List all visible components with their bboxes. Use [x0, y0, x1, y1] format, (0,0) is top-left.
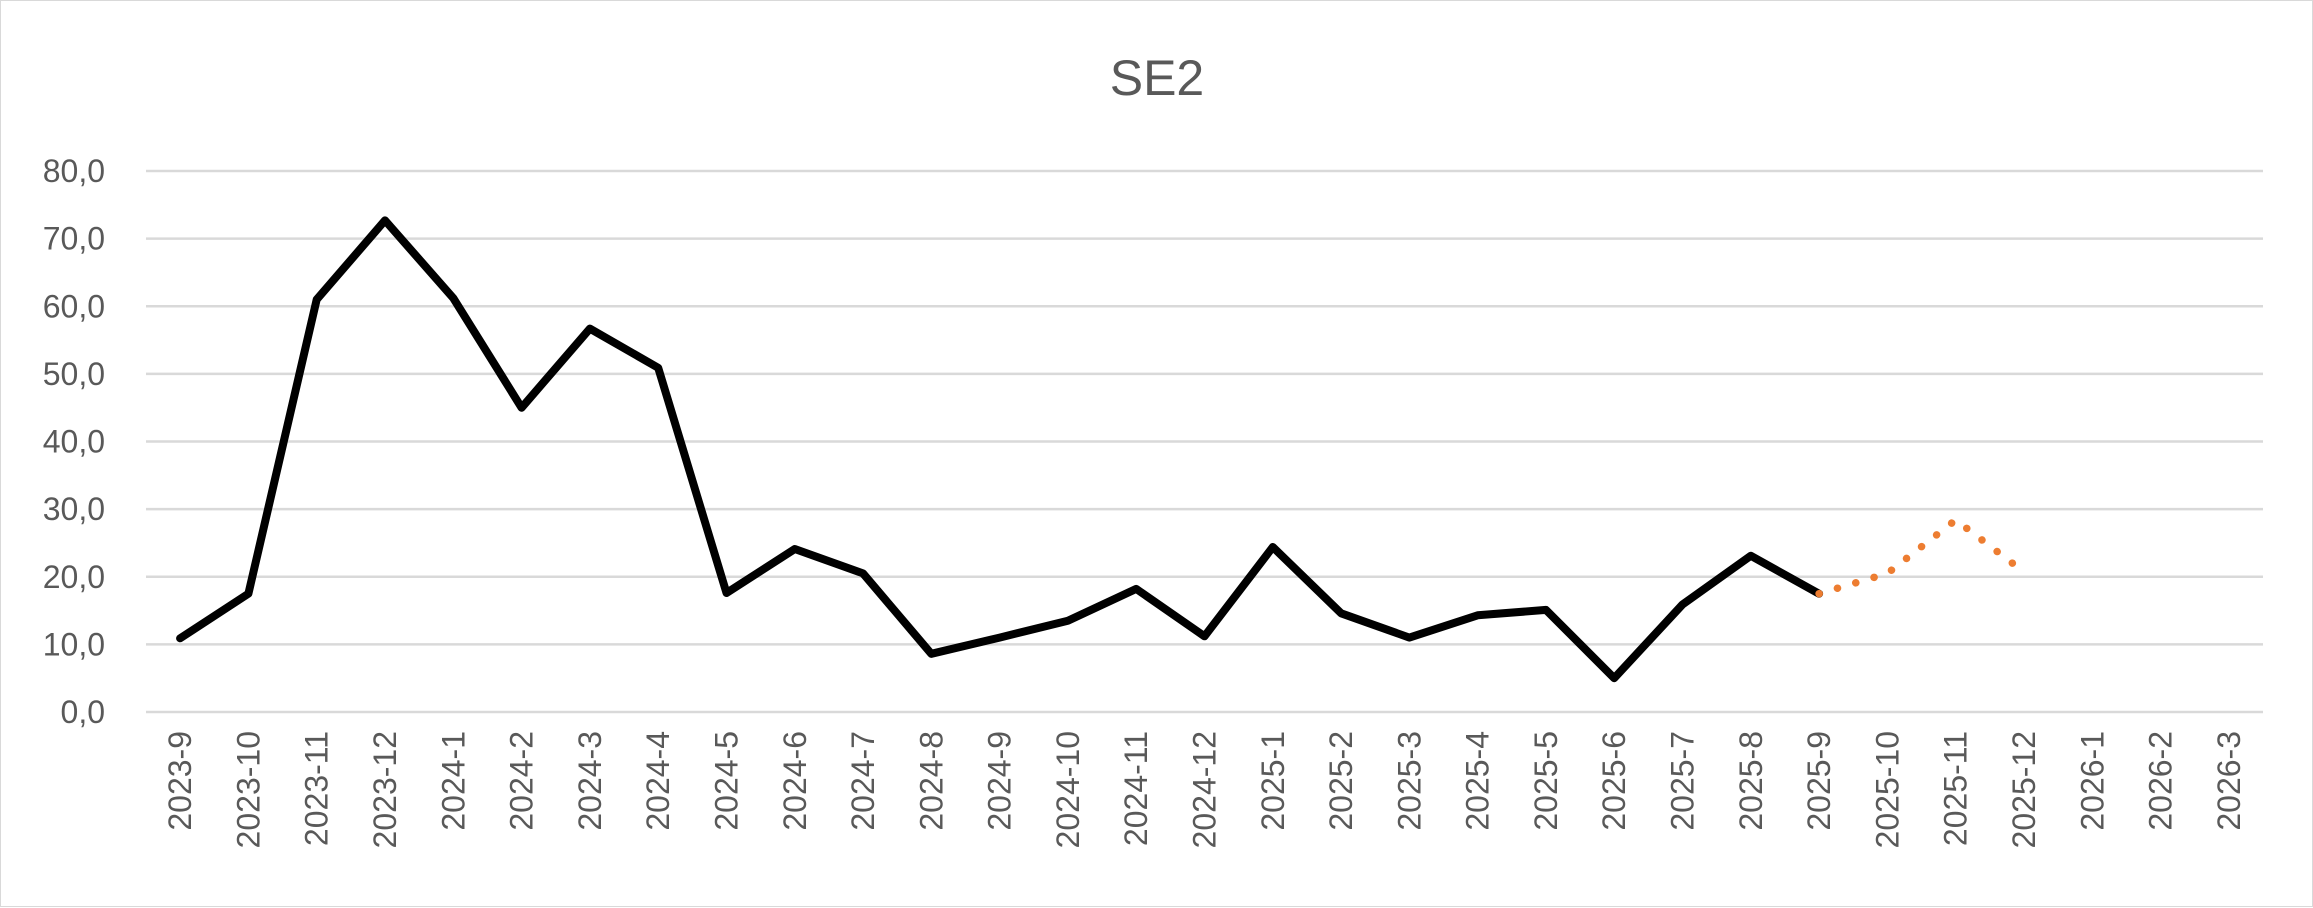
x-tick-label: 2025-2	[1323, 731, 1359, 831]
x-axis-ticks: 2023-9 2023-10 2023-11 2023-12 2024-1 2024-2 2…	[162, 731, 2247, 848]
x-tick-label: 2025-11	[1938, 731, 1974, 846]
x-tick-label: 2024-8	[913, 731, 949, 831]
x-tick-label: 2024-9	[982, 731, 1018, 831]
y-tick-label: 60,0	[43, 288, 105, 324]
x-tick-label: 2024-7	[845, 731, 881, 831]
x-tick-label: 2024-3	[572, 731, 608, 831]
x-tick-label: 2026-1	[2074, 731, 2110, 831]
x-tick-label: 2024-1	[435, 731, 471, 831]
x-tick-label: 2025-5	[1528, 731, 1564, 831]
x-tick-label: 2023-11	[299, 731, 335, 846]
x-tick-label: 2025-3	[1391, 731, 1427, 831]
actual-series-line	[176, 216, 1824, 683]
x-tick-label: 2025-12	[2006, 731, 2042, 848]
x-tick-label: 2024-5	[708, 731, 744, 831]
x-tick-label: 2025-1	[1255, 731, 1291, 831]
x-tick-label: 2023-12	[367, 731, 403, 848]
x-tick-label: 2024-11	[1118, 731, 1154, 846]
y-tick-label: 80,0	[43, 153, 105, 189]
x-tick-label: 2025-10	[1869, 731, 1905, 848]
y-tick-label: 30,0	[43, 491, 105, 527]
y-tick-label: 0,0	[61, 694, 105, 730]
x-tick-label: 2024-2	[504, 731, 540, 831]
y-tick-label: 10,0	[43, 626, 105, 662]
x-tick-label: 2025-4	[1460, 731, 1496, 831]
y-tick-label: 40,0	[43, 424, 105, 460]
chart-title: SE2	[1110, 50, 1205, 106]
x-tick-label: 2023-9	[162, 731, 198, 831]
y-tick-label: 20,0	[43, 559, 105, 595]
x-tick-label: 2025-8	[1733, 731, 1769, 831]
x-tick-label: 2026-2	[2143, 731, 2179, 831]
forecast-series-line	[1815, 516, 2028, 598]
x-tick-label: 2024-10	[1050, 731, 1086, 848]
y-tick-label: 70,0	[43, 221, 105, 257]
y-tick-label: 50,0	[43, 356, 105, 392]
y-axis-ticks: 0,0 10,0 20,0 30,0 40,0 50,0 60,0 70,0 80,0	[43, 153, 105, 730]
series-lines	[176, 216, 2028, 683]
x-tick-label: 2026-3	[2211, 731, 2247, 831]
x-tick-label: 2024-6	[777, 731, 813, 831]
x-tick-label: 2025-7	[1665, 731, 1701, 831]
x-tick-label: 2024-4	[640, 731, 676, 831]
x-tick-label: 2024-12	[1187, 731, 1223, 848]
x-tick-label: 2025-9	[1801, 731, 1837, 831]
x-tick-label: 2025-6	[1596, 731, 1632, 831]
x-tick-label: 2023-10	[230, 731, 266, 848]
